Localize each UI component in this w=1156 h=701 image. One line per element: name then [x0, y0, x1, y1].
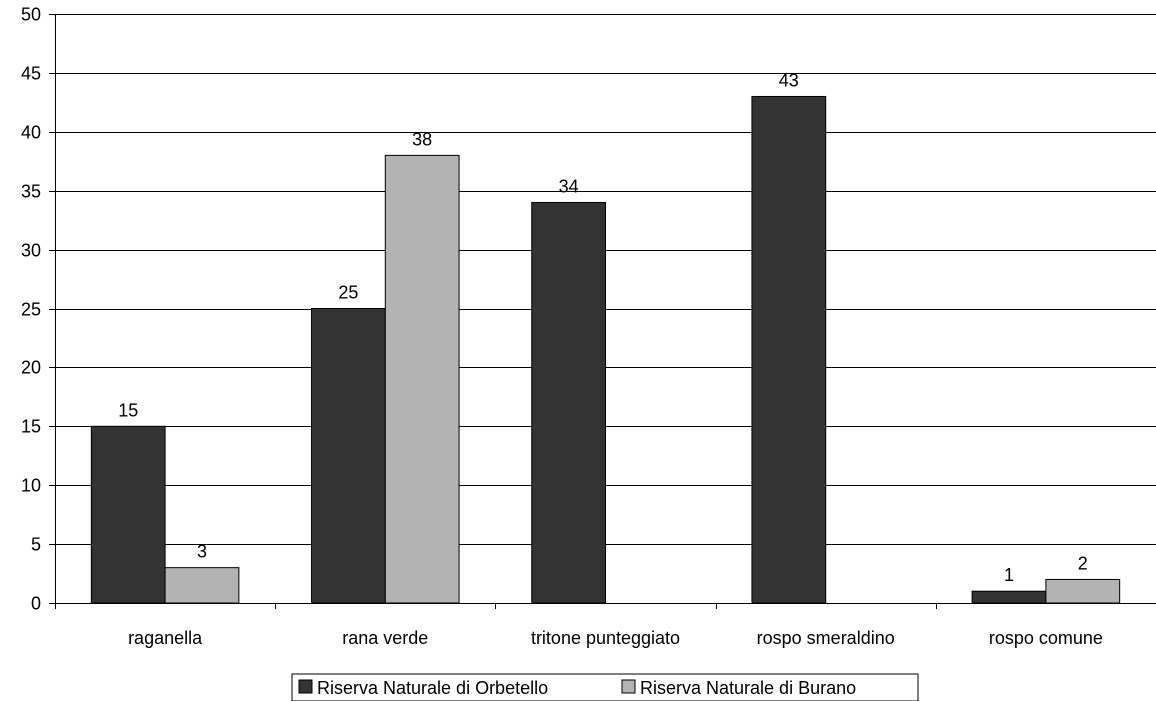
data-labels: 15 25 34 43 1 3 38 2: [118, 70, 1088, 585]
bar: [751, 95, 827, 604]
y-tick-label: 5: [31, 535, 41, 555]
data-label: 25: [338, 283, 358, 303]
bar: [1045, 578, 1121, 604]
data-label: 3: [197, 542, 207, 562]
y-tick-label: 0: [31, 594, 41, 614]
data-label: 2: [1078, 553, 1088, 573]
y-tick-label: 40: [21, 123, 41, 143]
bar: [164, 567, 240, 604]
y-tick-label: 15: [21, 417, 41, 437]
legend-label-orbetello: Riserva Naturale di Orbetello: [317, 678, 548, 698]
x-tick-label: tritone punteggiato: [531, 628, 680, 648]
x-tick-label: rana verde: [342, 628, 428, 648]
x-tick-label: raganella: [128, 628, 203, 648]
bar: [90, 425, 166, 604]
data-label: 38: [412, 129, 432, 149]
legend: Riserva Naturale di Orbetello Riserva Na…: [291, 673, 919, 701]
x-tick-label: rospo smeraldino: [757, 628, 895, 648]
bar: [531, 201, 606, 604]
data-label: 43: [779, 70, 799, 90]
y-tick-label: 10: [21, 476, 41, 496]
y-tick-label: 45: [21, 64, 41, 84]
x-tick-label: rospo comune: [989, 628, 1103, 648]
bar: [971, 590, 1047, 604]
data-label: 34: [559, 176, 579, 196]
y-tick-label: 25: [21, 300, 41, 320]
data-label: 1: [1004, 565, 1014, 585]
x-axis-tick-labels: raganella rana verde tritone punteggiato ro…: [128, 628, 1103, 648]
y-tick-label: 50: [21, 5, 41, 25]
data-label: 15: [118, 400, 138, 420]
y-tick-label: 35: [21, 182, 41, 202]
y-tick-label: 20: [21, 358, 41, 378]
legend-box: [291, 673, 919, 701]
y-tick-label: 30: [21, 241, 41, 261]
legend-swatch-burano: [621, 679, 636, 694]
bar: [384, 154, 460, 604]
axes: [49, 14, 1156, 609]
legend-swatch-orbetello: [298, 679, 313, 694]
legend-label-burano: Riserva Naturale di Burano: [640, 678, 856, 698]
bar: [311, 308, 386, 604]
bars: [90, 95, 1121, 604]
y-axis-tick-labels: 0 5 10 15 20 25 30 35 40 45 50: [21, 5, 41, 614]
